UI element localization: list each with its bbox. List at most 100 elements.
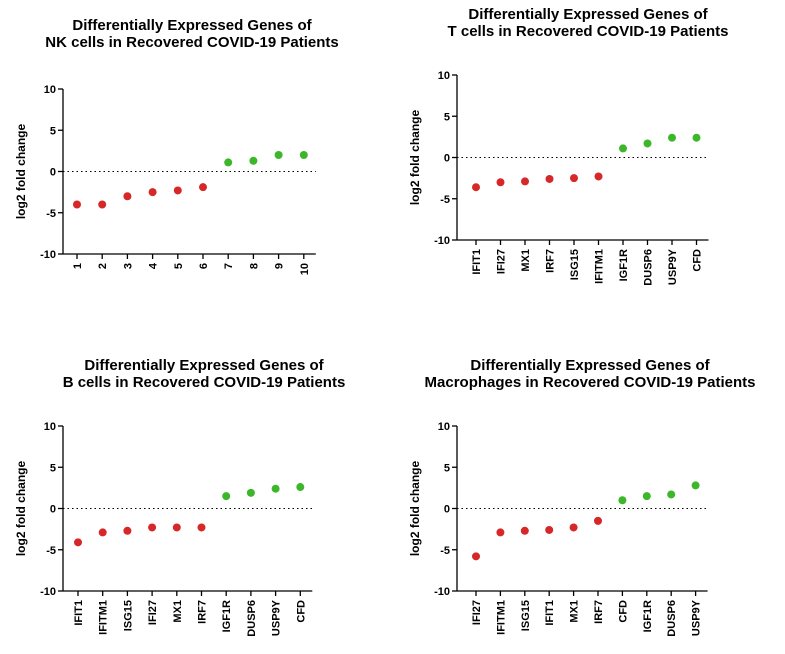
data-point-isg15 — [520, 526, 529, 535]
x-tick-label: IRF7 — [545, 249, 557, 273]
y-tick-label: 10 — [44, 421, 56, 433]
data-point-mx1 — [172, 523, 181, 532]
x-tick-label: DUSP6 — [666, 600, 678, 637]
x-tick-label: IFIT1 — [73, 600, 85, 626]
x-tick-label: IFITM1 — [98, 600, 110, 635]
data-point-ifit1 — [472, 183, 480, 192]
data-point-mx1 — [521, 177, 529, 186]
data-point-ifitm1 — [496, 528, 505, 537]
y-tick-label: 0 — [444, 504, 450, 516]
data-point-cfd — [618, 496, 627, 505]
x-tick-label: IFITM1 — [495, 600, 507, 635]
data-point-ifit1 — [545, 525, 554, 534]
y-tick-label: 5 — [50, 125, 56, 137]
y-tick-label: 10 — [438, 70, 450, 82]
x-tick-label: CFD — [692, 249, 704, 272]
chart-title-line: Differentially Expressed Genes of — [470, 357, 710, 374]
x-tick-label: ISG15 — [122, 600, 134, 631]
data-point-1 — [73, 200, 81, 209]
x-tick-label: CFD — [295, 600, 307, 623]
x-tick-label: IRF7 — [197, 600, 209, 624]
x-tick-label: IFI27 — [147, 600, 159, 625]
data-point-ifi27 — [472, 552, 480, 561]
y-tick-label: -5 — [46, 545, 56, 557]
data-point-dusp6 — [246, 488, 255, 497]
y-tick-label: 10 — [44, 84, 56, 96]
chart-title-line: Macrophages in Recovered COVID-19 Patien… — [425, 374, 756, 391]
x-tick-label: IFITM1 — [594, 249, 606, 284]
x-tick-label: IFIT1 — [471, 249, 483, 275]
x-tick-label: IGF1R — [221, 600, 233, 632]
data-point-ifi27 — [496, 178, 505, 187]
x-tick-label: CFD — [617, 600, 629, 623]
y-tick-label: 0 — [50, 504, 56, 516]
x-tick-label: 1 — [72, 263, 84, 269]
y-tick-label: 5 — [444, 462, 450, 474]
x-tick-label: ISG15 — [520, 600, 532, 631]
x-tick-label: USP9Y — [691, 599, 703, 636]
data-point-6 — [199, 183, 207, 192]
data-point-7 — [224, 158, 233, 167]
y-tick-label: 10 — [438, 421, 450, 433]
x-tick-label: 8 — [248, 263, 260, 269]
x-tick-label: DUSP6 — [246, 600, 258, 637]
y-tick-label: -5 — [440, 194, 450, 206]
x-tick-label: 6 — [198, 263, 210, 269]
x-tick-label: ISG15 — [569, 249, 581, 280]
chart-title-line: Differentially Expressed Genes of — [468, 6, 708, 23]
data-point-2 — [98, 200, 107, 209]
x-tick-label: 5 — [173, 263, 185, 269]
data-point-8 — [249, 156, 258, 165]
chart-panel-3: Differentially Expressed Genes ofB cells… — [14, 357, 345, 637]
x-tick-label: IRF7 — [593, 600, 605, 624]
data-point-dusp6 — [667, 490, 676, 499]
y-tick-label: 5 — [444, 111, 450, 123]
chart-title-line: B cells in Recovered COVID-19 Patients — [63, 374, 346, 391]
data-point-4 — [148, 188, 157, 197]
chart-title-line: T cells in Recovered COVID-19 Patients — [448, 23, 729, 40]
data-point-igf1r — [619, 144, 627, 153]
data-point-isg15 — [570, 174, 578, 183]
y-tick-label: -5 — [440, 545, 450, 557]
x-tick-label: 10 — [299, 263, 311, 275]
x-tick-label: MX1 — [172, 600, 184, 623]
data-point-irf7 — [197, 523, 206, 532]
chart-panel-2: Differentially Expressed Genes ofT cells… — [408, 6, 728, 286]
data-point-9 — [274, 151, 283, 159]
data-point-dusp6 — [643, 139, 652, 148]
data-point-usp9y — [271, 484, 280, 493]
data-point-usp9y — [668, 133, 676, 142]
x-tick-label: 9 — [274, 263, 286, 269]
data-point-10 — [299, 151, 308, 159]
data-point-mx1 — [569, 523, 578, 532]
y-tick-label: -10 — [434, 586, 450, 598]
y-tick-label: 0 — [444, 153, 450, 165]
data-point-irf7 — [594, 516, 602, 525]
data-point-isg15 — [123, 526, 132, 535]
data-point-ifitm1 — [594, 172, 603, 181]
y-tick-label: 5 — [50, 462, 56, 474]
x-tick-label: 4 — [148, 262, 160, 269]
y-axis-label: log2 fold change — [408, 110, 422, 206]
data-point-3 — [123, 192, 132, 201]
x-tick-label: IGF1R — [618, 249, 630, 281]
data-point-5 — [173, 186, 182, 195]
y-tick-label: -5 — [46, 208, 56, 220]
chart-title-line: Differentially Expressed Genes of — [84, 357, 324, 374]
x-tick-label: USP9Y — [271, 599, 283, 636]
x-tick-label: IGF1R — [642, 600, 654, 632]
y-tick-label: -10 — [434, 235, 450, 247]
data-point-igf1r — [222, 492, 231, 501]
x-tick-label: IFIT1 — [544, 600, 556, 626]
data-point-cfd — [296, 483, 305, 492]
x-tick-label: USP9Y — [667, 248, 679, 285]
x-tick-label: IFI27 — [471, 600, 483, 625]
y-axis-label: log2 fold change — [14, 124, 28, 220]
x-tick-label: MX1 — [569, 600, 581, 623]
y-axis-label: log2 fold change — [408, 461, 422, 557]
y-tick-label: -10 — [40, 586, 56, 598]
x-tick-label: 2 — [97, 263, 109, 269]
x-tick-label: IFI27 — [496, 249, 508, 274]
